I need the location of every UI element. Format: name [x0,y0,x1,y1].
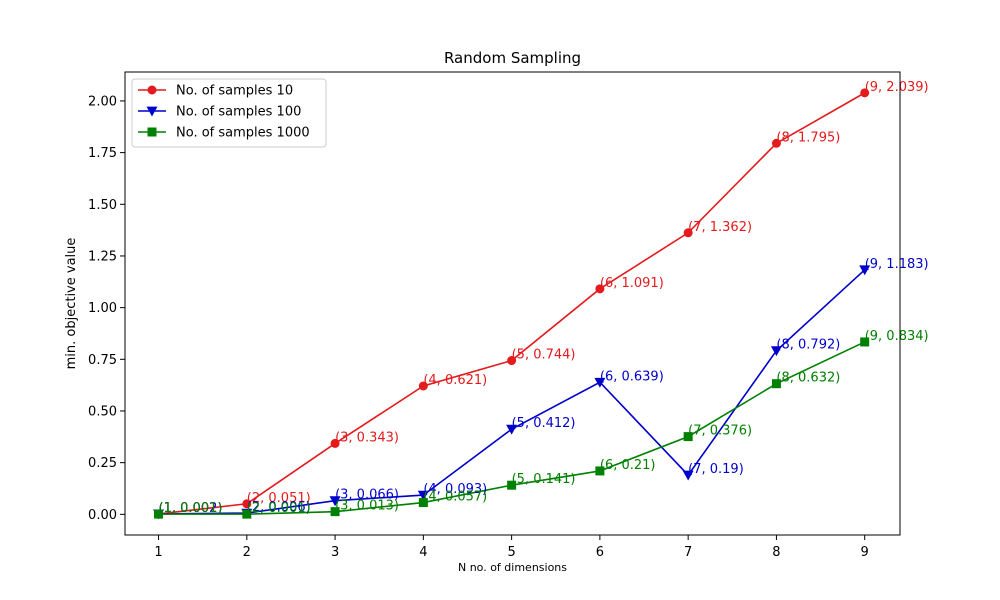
y-axis: 0.00 0.25 0.50 0.75 1.00 1.25 1.50 1.75 2.00 [88,94,125,523]
data-point [594,377,606,388]
data-label: (9, 0.834) [865,329,929,344]
x-tick-label: 1 [154,545,162,560]
data-label: (3, 0.066) [335,488,399,503]
legend-marker [146,106,158,117]
series-layer [153,88,871,520]
x-tick-label: 4 [419,545,427,560]
data-label: (9, 2.039) [865,80,929,95]
data-point [595,284,605,294]
legend: No. of samples 10 No. of samples 100 No. o… [131,78,327,148]
series-line-1 [158,92,866,515]
x-tick-label: 6 [596,545,604,560]
data-label: (5, 0.744) [512,348,576,363]
data-label: (5, 0.412) [512,416,576,431]
data-label: (2, 0.006) [247,500,311,515]
data-label: (1, 0.002) [159,501,223,516]
data-label: (1, 0.002) [159,501,223,516]
data-label: (3, 0.343) [335,430,399,445]
data-point [154,509,164,519]
plot-frame [124,71,901,536]
data-label: (2, 0.001) [247,501,311,516]
data-point [860,88,870,98]
data-point [683,228,693,238]
data-point [418,381,428,391]
x-axis-label: N no. of dimensions [458,561,567,574]
x-axis: 1 2 3 4 5 6 7 8 9 [154,535,869,560]
legend-marker [147,127,157,137]
data-point [506,424,518,435]
data-point [771,379,781,389]
legend-entry-3: No. of samples 1000 [176,126,310,141]
data-label: (9, 1.183) [865,257,929,272]
y-axis-label: min. objective value [64,238,79,370]
data-point [329,496,341,507]
data-point [242,499,252,509]
data-label: (2, 0.051) [247,491,311,506]
data-label: (1, 0.001) [159,501,223,516]
data-point [682,470,694,481]
y-tick-label: 1.00 [88,301,117,316]
data-point [242,509,252,519]
data-point [595,466,605,476]
data-point [330,438,340,448]
data-point [330,507,340,517]
data-label: (6, 0.21) [600,458,656,473]
data-label: (4, 0.621) [423,373,487,388]
legend-entry-2: No. of samples 100 [176,105,301,120]
data-point [771,138,781,148]
x-tick-label: 7 [684,545,692,560]
y-tick-label: 1.50 [88,198,117,213]
data-point [418,498,428,508]
data-label: (6, 1.091) [600,276,664,291]
data-label: (7, 0.376) [688,424,752,439]
data-label: (8, 1.795) [776,130,840,145]
x-tick-label: 9 [861,545,869,560]
data-point [770,346,782,357]
y-tick-label: 0.75 [88,353,117,368]
legend-marker [147,85,157,95]
legend-entry-1: No. of samples 10 [176,84,293,99]
data-label: (7, 1.362) [688,220,752,235]
data-label: (4, 0.057) [423,490,487,505]
x-tick-label: 5 [507,545,515,560]
data-point [859,265,871,276]
data-labels-layer: (1, 0.002) (2, 0.051) (3, 0.343) (4, 0.621)… [159,80,929,516]
x-tick-label: 3 [331,545,339,560]
data-label: (4, 0.093) [423,482,487,497]
data-point [507,356,517,366]
x-tick-label: 8 [772,545,780,560]
y-tick-label: 2.00 [88,94,117,109]
data-label: (3, 0.013) [335,499,399,514]
data-label: (8, 0.792) [776,338,840,353]
legend-box [131,78,327,148]
data-label: (8, 0.632) [776,371,840,386]
y-tick-label: 0.00 [88,508,117,523]
data-label: (5, 0.141) [512,472,576,487]
y-tick-label: 0.50 [88,404,117,419]
data-point [860,337,870,347]
x-tick-label: 2 [243,545,251,560]
y-tick-label: 0.25 [88,456,117,471]
y-tick-label: 1.75 [88,146,117,161]
data-label: (7, 0.19) [688,462,744,477]
data-point [507,480,517,490]
data-point [683,432,693,442]
data-point [417,490,429,501]
y-tick-label: 1.25 [88,249,117,264]
data-label: (6, 0.639) [600,369,664,384]
chart-title: Random Sampling [444,49,581,67]
